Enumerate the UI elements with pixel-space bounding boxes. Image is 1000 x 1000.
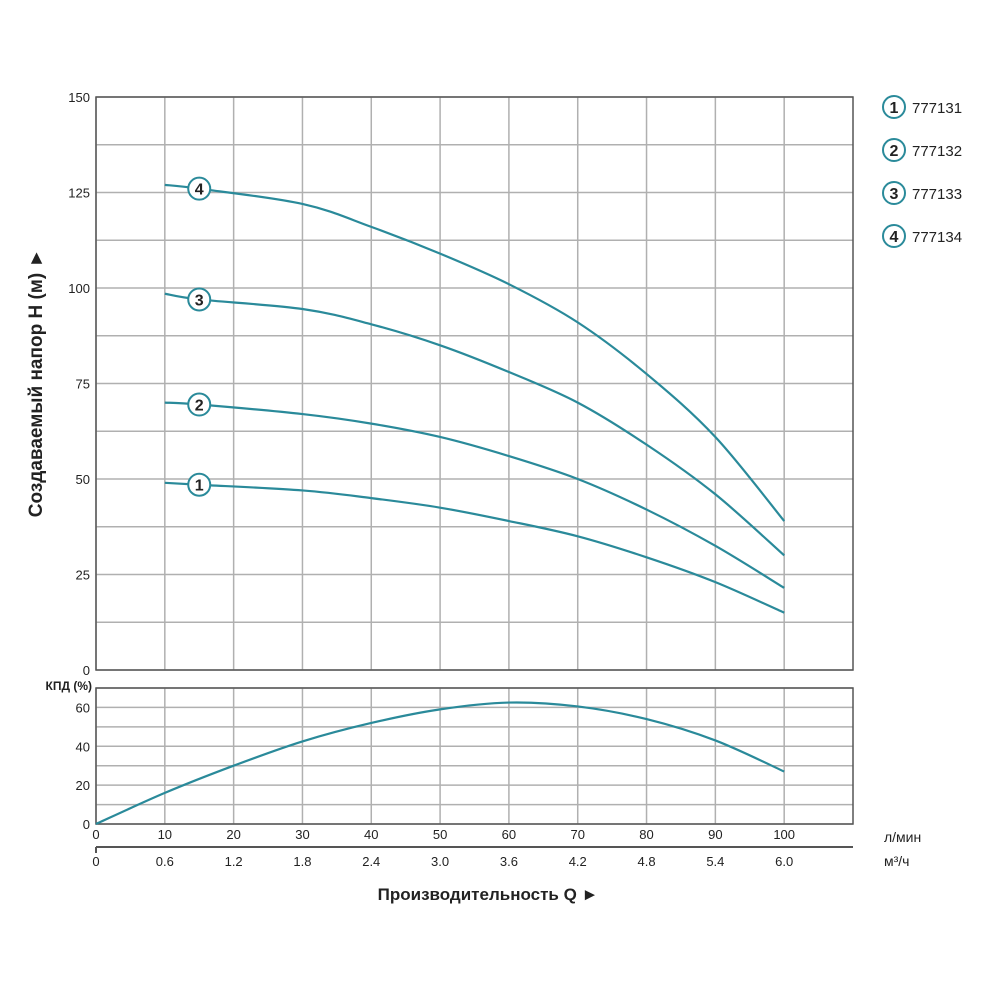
x-tick-label: 80 <box>639 827 653 842</box>
efficiency-curve <box>95 701 785 826</box>
legend-marker-label: 2 <box>890 143 899 160</box>
efficiency-plot-frame <box>95 687 854 825</box>
curve-marker-label: 3 <box>195 292 204 309</box>
x2-tick-label: 1.2 <box>225 854 243 869</box>
x2-tick-label: 3.6 <box>500 854 518 869</box>
x2-unit-label: м³/ч <box>884 853 909 869</box>
curve-marker-label: 4 <box>195 182 204 199</box>
curve-marker <box>187 287 212 312</box>
x-unit-label: л/мин <box>884 829 921 845</box>
y-tick-label: 0 <box>83 663 90 678</box>
x2-tick-label: 5.4 <box>706 854 724 869</box>
legend-marker-label: 4 <box>890 229 899 246</box>
legend-entry: 777132 <box>912 143 962 160</box>
x-tick-label: 60 <box>502 827 516 842</box>
x2-tick-label: 2.4 <box>362 854 380 869</box>
legend-marker <box>882 224 906 248</box>
x-tick-label: 100 <box>773 827 795 842</box>
x2-tick-label: 0.6 <box>156 854 174 869</box>
x-tick-label: 40 <box>364 827 378 842</box>
legend-marker-label: 1 <box>890 100 899 117</box>
x2-tick-label: 4.8 <box>638 854 656 869</box>
x-tick-label: 20 <box>226 827 240 842</box>
legend-marker <box>882 138 906 162</box>
x2-tick-label: 6.0 <box>775 854 793 869</box>
x-axis-label: Производительность Q ► <box>378 885 599 904</box>
legend-entry: 777133 <box>912 186 962 203</box>
plot-frame <box>95 96 854 671</box>
curve-777134 <box>164 183 786 522</box>
curve-777133 <box>164 292 785 557</box>
x2-tick-label: 4.2 <box>569 854 587 869</box>
legend-marker-label: 3 <box>890 186 899 203</box>
x2-tick-label: 3.0 <box>431 854 449 869</box>
y-tick-label: 25 <box>76 568 90 583</box>
efficiency-y-tick-label: 0 <box>83 817 90 832</box>
legend-marker <box>882 181 906 205</box>
curve-marker-label: 2 <box>195 398 204 415</box>
x2-tick-label: 1.8 <box>293 854 311 869</box>
legend-entry: 777134 <box>912 229 962 246</box>
curve-777131 <box>164 481 785 614</box>
curve-marker <box>187 176 212 201</box>
y-tick-label: 50 <box>76 472 90 487</box>
efficiency-y-tick-label: 60 <box>76 700 90 715</box>
y-tick-label: 100 <box>68 281 90 296</box>
x2-tick-label: 0 <box>92 854 99 869</box>
x-tick-label: 10 <box>158 827 172 842</box>
x-tick-label: 90 <box>708 827 722 842</box>
x-tick-label: 30 <box>295 827 309 842</box>
y-tick-label: 150 <box>68 90 90 105</box>
x-tick-label: 70 <box>570 827 584 842</box>
curve-marker-label: 1 <box>195 478 204 495</box>
curve-777132 <box>164 401 785 589</box>
legend-marker <box>882 95 906 119</box>
efficiency-axis-label: КПД (%) <box>46 679 93 693</box>
curve-marker <box>187 392 212 417</box>
y-axis-label: Создаваемый напор H (м) ► <box>26 249 47 518</box>
x-tick-label: 50 <box>433 827 447 842</box>
efficiency-y-tick-label: 20 <box>76 778 90 793</box>
legend-entry: 777131 <box>912 100 962 117</box>
efficiency-y-tick-label: 40 <box>76 739 90 754</box>
curve-marker <box>187 472 212 497</box>
x-tick-label: 0 <box>92 827 99 842</box>
y-tick-label: 75 <box>76 377 90 392</box>
y-tick-label: 125 <box>68 186 90 201</box>
